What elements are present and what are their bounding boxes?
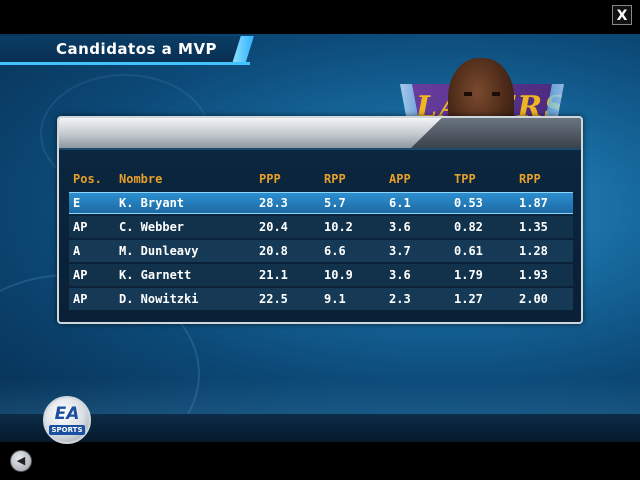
cell-pos: AP [69, 264, 115, 286]
table-row[interactable]: AP C. Webber 20.4 10.2 3.6 0.82 1.35 [69, 216, 573, 238]
cell-ppp: 22.5 [255, 288, 320, 310]
panel-header-accent [411, 118, 581, 148]
column-header-rpp-2: RPP [519, 172, 541, 186]
cell-tpp: 0.53 [450, 192, 515, 214]
cell-app: 3.6 [385, 216, 450, 238]
back-arrow-icon: ◀ [16, 454, 26, 467]
cell-pos: E [69, 192, 115, 214]
cell-app: 6.1 [385, 192, 450, 214]
cell-pos: AP [69, 216, 115, 238]
panel-header-line [59, 148, 581, 150]
player-portrait-eyes [464, 92, 500, 96]
cell-tpp: 0.82 [450, 216, 515, 238]
column-header-app: APP [389, 172, 411, 186]
mvp-stats-table: Pos. Nombre PPP RPP APP TPP RPP E K. Bry… [69, 166, 573, 312]
cell-app: 3.7 [385, 240, 450, 262]
table-row[interactable]: A M. Dunleavy 20.8 6.6 3.7 0.61 1.28 [69, 240, 573, 262]
table-row[interactable]: AP D. Nowitzki 22.5 9.1 2.3 1.27 2.00 [69, 288, 573, 310]
column-header-ppp: PPP [259, 172, 281, 186]
cell-tpp: 0.61 [450, 240, 515, 262]
ea-logo-text: EA [54, 404, 80, 424]
cell-rpp: 10.2 [320, 216, 385, 238]
back-button[interactable]: ◀ [10, 450, 32, 472]
cell-rpp-2: 1.93 [515, 264, 573, 286]
cell-ppp: 20.8 [255, 240, 320, 262]
cell-rpp: 10.9 [320, 264, 385, 286]
cell-rpp: 5.7 [320, 192, 385, 214]
cell-name: C. Webber [115, 216, 255, 238]
page-title: Candidatos a MVP [56, 40, 218, 58]
cell-pos: AP [69, 288, 115, 310]
column-header-name: Nombre [119, 172, 163, 186]
cell-pos: A [69, 240, 115, 262]
cell-tpp: 1.79 [450, 264, 515, 286]
cell-tpp: 1.27 [450, 288, 515, 310]
cell-rpp-2: 1.28 [515, 240, 573, 262]
column-header-rpp: RPP [324, 172, 346, 186]
cell-ppp: 21.1 [255, 264, 320, 286]
column-header-pos: Pos. [73, 172, 102, 186]
cell-ppp: 28.3 [255, 192, 320, 214]
cell-rpp-2: 2.00 [515, 288, 573, 310]
cell-app: 3.6 [385, 264, 450, 286]
cell-rpp-2: 1.87 [515, 192, 573, 214]
table-row[interactable]: E K. Bryant 28.3 5.7 6.1 0.53 1.87 [69, 192, 573, 214]
stats-panel: Pos. Nombre PPP RPP APP TPP RPP E K. Bry… [57, 116, 583, 324]
cell-name: M. Dunleavy [115, 240, 255, 262]
bottom-black-bar [0, 442, 640, 480]
close-button[interactable]: X [612, 5, 632, 25]
cell-name: K. Garnett [115, 264, 255, 286]
cell-app: 2.3 [385, 288, 450, 310]
column-header-tpp: TPP [454, 172, 476, 186]
cell-rpp-2: 1.35 [515, 216, 573, 238]
top-bar: X [0, 0, 640, 34]
ea-sports-logo: EA SPORTS [43, 396, 91, 444]
title-ribbon-edge [0, 62, 250, 65]
cell-name: K. Bryant [115, 192, 255, 214]
table-header-row: Pos. Nombre PPP RPP APP TPP RPP [69, 168, 573, 190]
sports-logo-text: SPORTS [49, 425, 85, 435]
cell-ppp: 20.4 [255, 216, 320, 238]
cell-rpp: 6.6 [320, 240, 385, 262]
table-row[interactable]: AP K. Garnett 21.1 10.9 3.6 1.79 1.93 [69, 264, 573, 286]
cell-rpp: 9.1 [320, 288, 385, 310]
cell-name: D. Nowitzki [115, 288, 255, 310]
bottom-bar [0, 414, 640, 442]
